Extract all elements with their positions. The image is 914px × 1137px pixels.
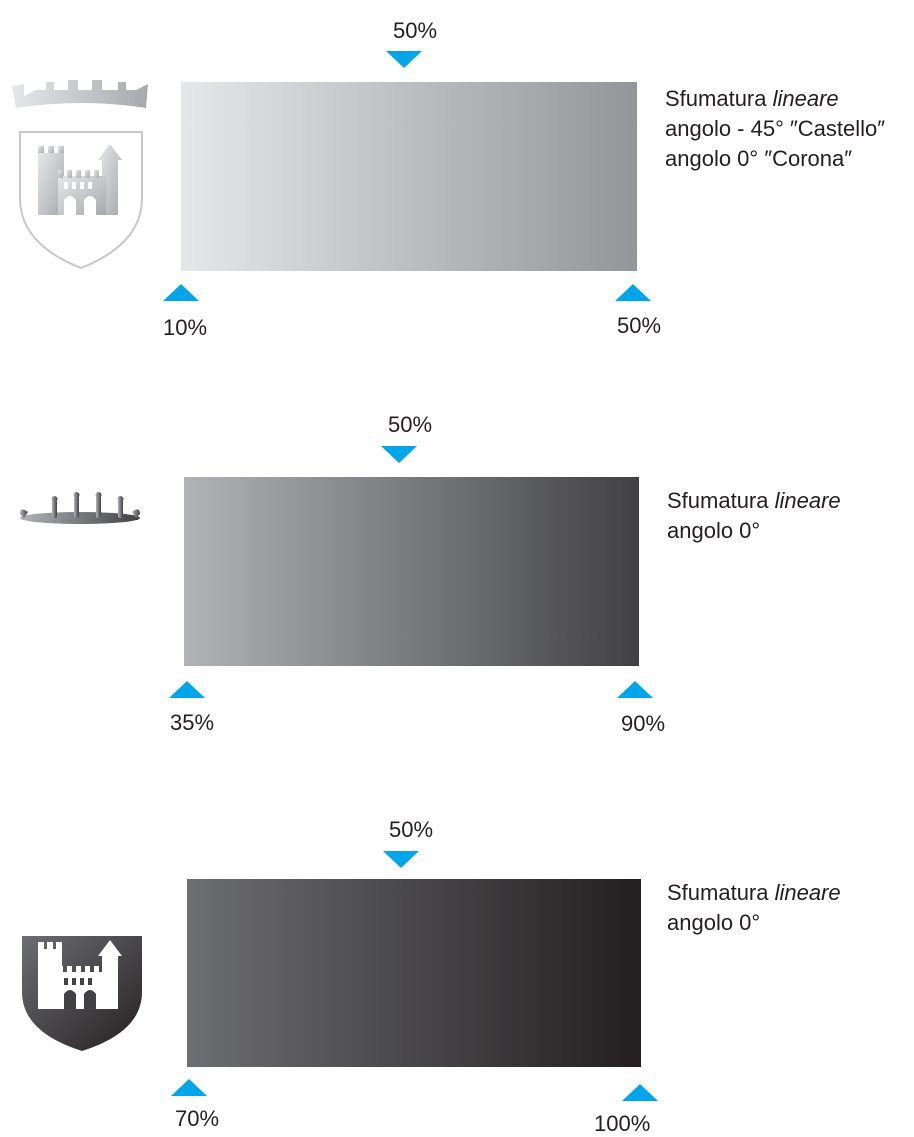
gradient-description: Sfumatura lineare angolo 0° [667, 486, 841, 546]
gradient-swatch [181, 82, 637, 271]
desc-line: angolo 0° [667, 910, 761, 935]
shield-dark-castle-icon [22, 936, 142, 1051]
start-stop-marker-icon [169, 681, 205, 698]
midpoint-marker-icon [381, 446, 417, 463]
desc-prefix: Sfumatura [667, 880, 775, 905]
start-stop-label: 35% [170, 710, 215, 735]
midpoint-label: 50% [389, 817, 434, 842]
desc-line: angolo 0° [667, 518, 761, 543]
end-stop-marker-icon [615, 284, 651, 301]
end-stop-label: 100% [594, 1111, 651, 1136]
gradient-swatch [184, 477, 639, 666]
end-stop-label: 90% [621, 711, 666, 736]
midpoint-label: 50% [388, 412, 433, 437]
desc-type: lineare [774, 880, 841, 905]
gradient-description: Sfumatura lineare angolo 0° [667, 878, 841, 938]
desc-line: angolo - 45° ″Castello″ [665, 116, 886, 141]
end-stop-marker-icon [622, 1084, 658, 1101]
end-stop-label: 50% [617, 313, 662, 338]
midpoint-marker-icon [383, 851, 419, 868]
crown-ring-icon [20, 492, 140, 524]
start-stop-marker-icon [163, 284, 199, 301]
start-stop-marker-icon [171, 1079, 207, 1096]
midpoint-label: 50% [393, 18, 438, 43]
start-stop-label: 70% [175, 1106, 220, 1131]
end-stop-marker-icon [617, 681, 653, 698]
desc-type: lineare [772, 86, 839, 111]
desc-type: lineare [774, 488, 841, 513]
desc-prefix: Sfumatura [667, 488, 775, 513]
desc-line: angolo 0° ″Corona″ [665, 146, 853, 171]
shield-outline-castle-crown-icon [12, 80, 148, 270]
desc-prefix: Sfumatura [665, 86, 773, 111]
gradient-description: Sfumatura lineare angolo - 45° ″Castello… [665, 84, 885, 174]
gradient-swatch [187, 879, 641, 1067]
midpoint-marker-icon [386, 51, 422, 68]
start-stop-label: 10% [163, 315, 208, 340]
